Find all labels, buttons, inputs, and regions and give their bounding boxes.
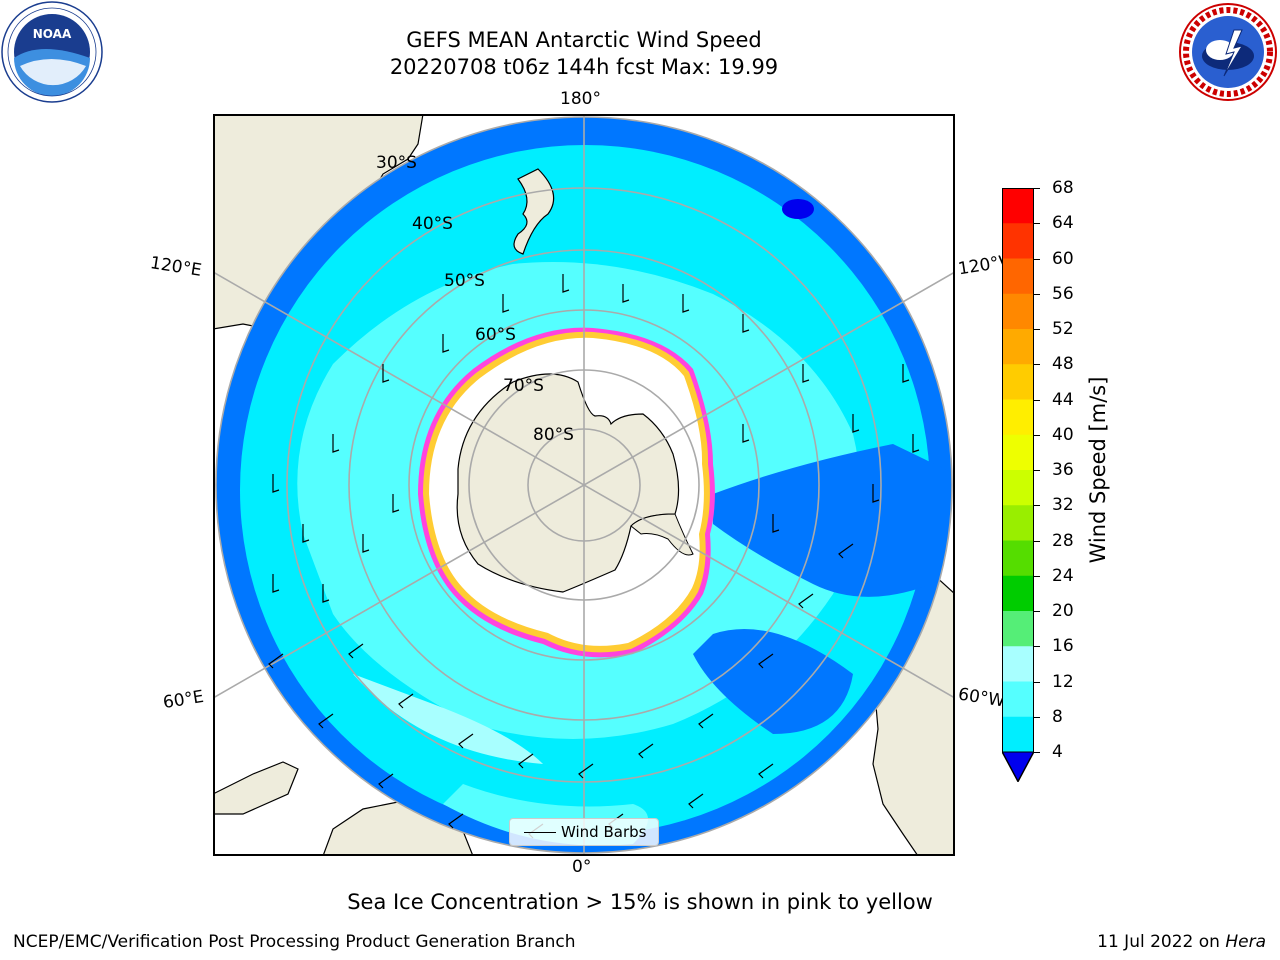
wind-field-blue-east bbox=[713, 444, 952, 597]
lon-label-top: 180° bbox=[560, 89, 601, 109]
map-legend: Wind Barbs bbox=[509, 818, 659, 846]
colorbar-segment bbox=[1002, 293, 1034, 330]
legend-barb-line bbox=[524, 832, 556, 833]
colorbar-segment bbox=[1002, 716, 1034, 753]
noaa-logo-text: NOAA bbox=[33, 27, 72, 41]
date-prefix: 11 Jul 2022 on bbox=[1097, 932, 1226, 952]
colorbar-segment bbox=[1002, 223, 1034, 259]
colorbar-tick-label: 28 bbox=[1052, 530, 1074, 551]
antarctic-peninsula bbox=[630, 513, 694, 556]
colorbar-tick-mark bbox=[1034, 540, 1040, 542]
wind-barbs bbox=[268, 274, 920, 839]
colorbar-segment bbox=[1002, 540, 1034, 577]
lon-label-bottom: 0° bbox=[572, 857, 592, 877]
colorbar-segment bbox=[1002, 646, 1034, 682]
colorbar-tick-mark bbox=[1034, 470, 1040, 471]
colorbar-extend-arrow bbox=[1002, 751, 1034, 782]
credit-text: NCEP/EMC/Verification Post Processing Pr… bbox=[13, 932, 576, 952]
colorbar-tick-mark bbox=[1034, 716, 1040, 718]
map-title: GEFS MEAN Antarctic Wind Speed bbox=[406, 28, 762, 52]
lat-label-30s: 30°S bbox=[376, 153, 417, 173]
wind-field-deep-blue bbox=[782, 199, 814, 219]
colorbar-tick-label: 24 bbox=[1052, 565, 1074, 586]
colorbar-tick-label: 12 bbox=[1052, 671, 1074, 692]
wind-field-band-16 bbox=[353, 674, 543, 764]
colorbar-tick-label: 16 bbox=[1052, 636, 1074, 657]
colorbar-tick-label: 60 bbox=[1052, 248, 1074, 269]
colorbar-segment bbox=[1002, 329, 1034, 365]
colorbar bbox=[1002, 188, 1034, 782]
antarctica-land bbox=[456, 373, 680, 593]
colorbar-segment bbox=[1002, 399, 1034, 436]
colorbar-segment bbox=[1002, 364, 1034, 400]
colorbar-tick-mark bbox=[1034, 434, 1040, 436]
colorbar-tick-label: 32 bbox=[1052, 495, 1074, 516]
colorbar-tick-mark bbox=[1034, 258, 1040, 260]
colorbar-tick-mark bbox=[1034, 293, 1040, 295]
lat-label-80s: 80°S bbox=[533, 425, 574, 445]
lon-label-upper-left: 120°E bbox=[148, 253, 203, 281]
colorbar-tick-label: 8 bbox=[1052, 706, 1063, 727]
map-frame bbox=[213, 114, 955, 856]
colorbar-tick-mark bbox=[1034, 752, 1040, 753]
colorbar-tick-label: 48 bbox=[1052, 354, 1074, 375]
polar-map: 30°S 40°S 50°S 60°S 70°S 80°S bbox=[213, 114, 955, 856]
lat-label-70s: 70°S bbox=[503, 376, 544, 396]
sea-ice-caption: Sea Ice Concentration > 15% is shown in … bbox=[347, 890, 933, 914]
colorbar-tick-mark bbox=[1034, 399, 1040, 401]
colorbar-tick-label: 44 bbox=[1052, 389, 1074, 410]
colorbar-tick-label: 64 bbox=[1052, 213, 1074, 234]
colorbar-segment bbox=[1002, 611, 1034, 647]
colorbar-tick-mark bbox=[1034, 681, 1040, 683]
colorbar-tick-mark bbox=[1034, 188, 1040, 189]
colorbar-tick-mark bbox=[1034, 575, 1040, 577]
legend-label: Wind Barbs bbox=[561, 823, 647, 841]
nws-logo bbox=[1179, 3, 1277, 101]
madagascar-land bbox=[213, 761, 299, 815]
colorbar-segment bbox=[1002, 681, 1034, 718]
lat-label-50s: 50°S bbox=[444, 271, 485, 291]
colorbar-tick-label: 36 bbox=[1052, 460, 1074, 480]
colorbar-segment bbox=[1002, 434, 1034, 471]
graticule bbox=[213, 114, 955, 856]
colorbar-frame bbox=[1002, 188, 1034, 782]
colorbar-tick-mark bbox=[1034, 505, 1040, 507]
lat-label-40s: 40°S bbox=[412, 214, 453, 234]
colorbar-tick-mark bbox=[1034, 646, 1040, 648]
colorbar-segment bbox=[1002, 505, 1034, 541]
date-machine: Hera bbox=[1225, 932, 1266, 952]
colorbar-tick-label: 40 bbox=[1052, 424, 1074, 445]
colorbar-tick-mark bbox=[1034, 611, 1040, 612]
lon-label-lower-right: 60°W bbox=[956, 684, 1007, 712]
colorbar-tick-label: 68 bbox=[1052, 178, 1074, 198]
lon-label-lower-left: 60°E bbox=[161, 686, 206, 714]
colorbar-label: Wind Speed [m/s] bbox=[1086, 376, 1110, 564]
noaa-logo: NOAA bbox=[1, 1, 103, 103]
colorbar-segment bbox=[1002, 188, 1034, 224]
colorbar-tick-mark bbox=[1034, 364, 1040, 366]
colorbar-tick-label: 56 bbox=[1052, 283, 1074, 304]
colorbar-tick-mark bbox=[1034, 329, 1040, 330]
wind-field-blue-southeast bbox=[693, 629, 853, 734]
lat-label-60s: 60°S bbox=[475, 325, 516, 345]
colorbar-segment bbox=[1002, 470, 1034, 506]
colorbar-segment bbox=[1002, 258, 1034, 295]
colorbar-tick-label: 52 bbox=[1052, 319, 1074, 339]
map-subtitle: 20220708 t06z 144h fcst Max: 19.99 bbox=[389, 55, 779, 79]
colorbar-tick-label: 20 bbox=[1052, 601, 1074, 621]
colorbar-tick-label: 4 bbox=[1052, 742, 1063, 762]
date-text: 11 Jul 2022 on Hera bbox=[1097, 932, 1266, 952]
colorbar-tick-mark bbox=[1034, 223, 1040, 225]
colorbar-segment bbox=[1002, 575, 1034, 612]
